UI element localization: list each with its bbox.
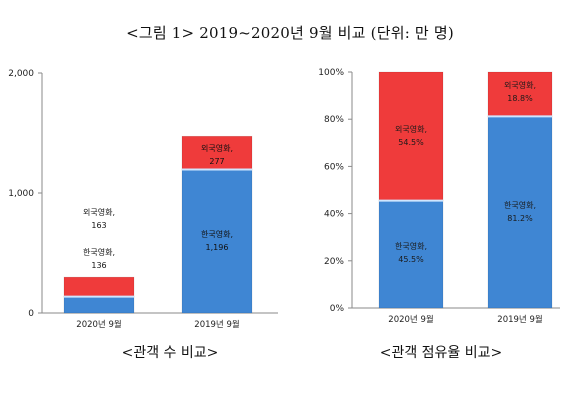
data-label: 외국영화, <box>83 207 115 217</box>
audience-count-chart: 0 1,000 2,000 한국영화, 136 외국영화, 163 2020년 9월 한국영화,… <box>8 69 278 330</box>
bar-segment <box>63 276 135 297</box>
y-tick-label: 80% <box>324 115 344 125</box>
audience-share-caption: <관객 점유율 비교> <box>379 345 503 361</box>
audience-share-chart: 0% 20% 40% 60% 80% 100% 한국영화, 45.5% 외국영화, 54.5% 20… <box>318 68 560 325</box>
data-label: 한국영화, <box>201 229 233 239</box>
data-label: 1,196 <box>206 243 229 252</box>
data-label: 18.8% <box>507 94 533 103</box>
x-tick-label: 2019년 9월 <box>194 319 239 330</box>
y-tick-label: 20% <box>324 257 344 267</box>
x-tick-label: 2019년 9월 <box>497 314 542 325</box>
data-label: 한국영화, <box>83 247 115 257</box>
x-tick-label: 2020년 9월 <box>76 319 121 330</box>
data-label: 81.2% <box>507 214 533 223</box>
y-tick-label: 0 <box>28 309 34 319</box>
bar-segment <box>63 296 135 314</box>
data-label: 외국영화, <box>504 80 536 90</box>
y-tick-label: 60% <box>324 162 344 172</box>
data-label: 한국영화, <box>504 200 536 210</box>
audience-count-caption: <관객 수 비교> <box>121 345 219 361</box>
data-label: 136 <box>91 261 106 270</box>
y-tick-label: 1,000 <box>8 189 34 199</box>
data-label: 외국영화, <box>201 143 233 153</box>
data-label: 277 <box>209 157 224 166</box>
data-label: 54.5% <box>398 138 424 147</box>
data-label: 45.5% <box>398 255 424 264</box>
y-tick-label: 0% <box>330 304 345 314</box>
x-tick-label: 2020년 9월 <box>388 314 433 325</box>
y-tick-label: 40% <box>324 210 344 220</box>
bar-segment <box>487 116 553 309</box>
page-title: <그림 1> 2019~2020년 9월 비교 (단위: 만 명) <box>126 24 454 42</box>
bar-segment <box>181 135 253 170</box>
bar-segment <box>378 200 444 309</box>
bar-segment <box>378 71 444 201</box>
data-label: 한국영화, <box>395 241 427 251</box>
y-tick-label: 2,000 <box>8 69 34 79</box>
y-tick-label: 100% <box>318 68 344 78</box>
bar-segment <box>181 169 253 314</box>
data-label: 외국영화, <box>395 124 427 134</box>
data-label: 163 <box>91 221 106 230</box>
